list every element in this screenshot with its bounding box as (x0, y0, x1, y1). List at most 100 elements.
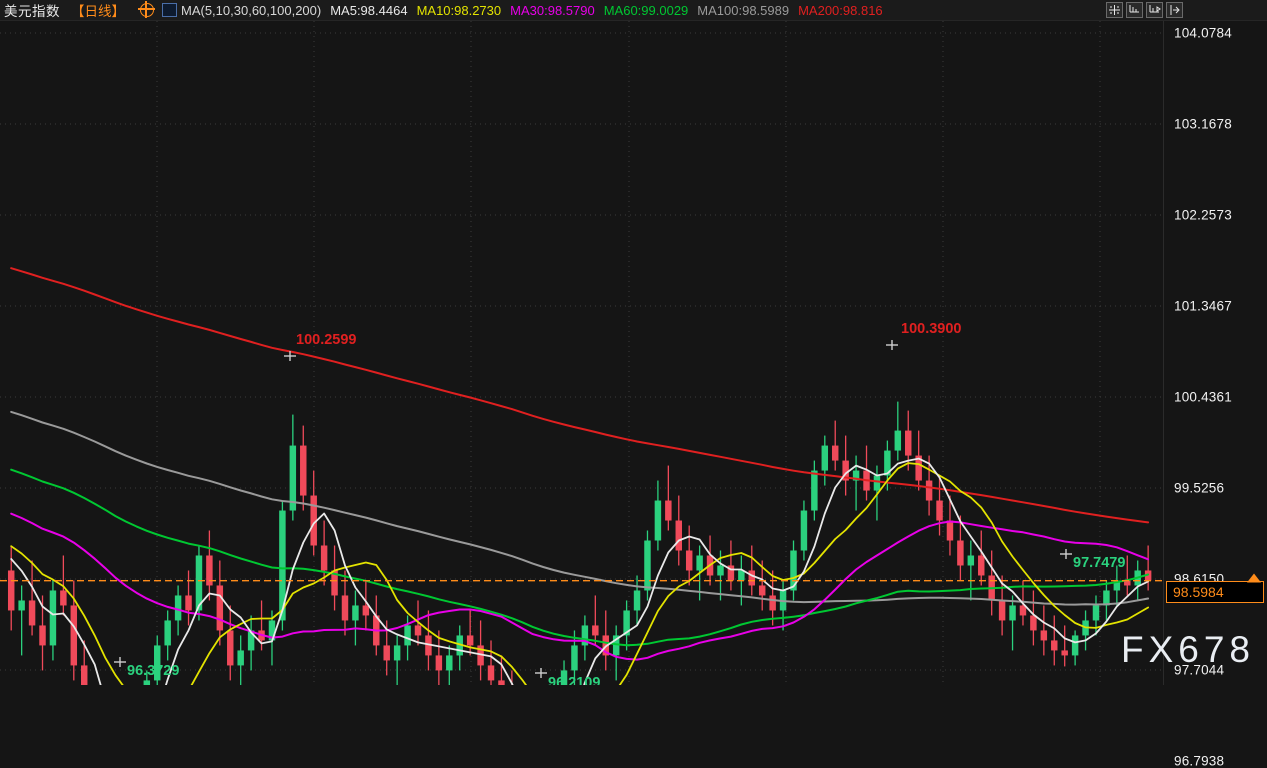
candle-body (873, 475, 881, 491)
candle-body (1019, 605, 1027, 616)
shift-right-tool-button[interactable] (1166, 2, 1183, 18)
candle-body (341, 595, 349, 621)
candle-body (7, 570, 15, 611)
candle-body (790, 550, 797, 591)
candle-body (60, 590, 67, 606)
candle-body (18, 600, 25, 611)
candle-body (498, 680, 505, 685)
low-annotation-3: 97.7479 (1073, 555, 1125, 571)
align-right-tool-button[interactable] (1146, 2, 1163, 18)
candle-body (675, 520, 683, 551)
candle-body (560, 670, 568, 685)
candle-body (216, 585, 224, 631)
candle-body (39, 625, 46, 646)
candle-body (894, 430, 902, 451)
candle-body (1071, 635, 1079, 656)
candle-body (1040, 630, 1048, 641)
candle-body (154, 645, 161, 681)
candle-body (1061, 650, 1068, 656)
candle-body (717, 565, 724, 576)
candle-body (946, 520, 954, 541)
ma5-value: MA5:98.4464 (330, 2, 408, 18)
candle-body (654, 500, 662, 541)
candle-body (696, 555, 703, 571)
candle-body (998, 600, 1006, 621)
price-tick-1: 103.1678 (1174, 116, 1232, 132)
candle-body (915, 455, 922, 481)
candle-body (831, 445, 839, 461)
candle-body (936, 500, 943, 521)
chart-plot-area[interactable]: 100.2599 100.3900 96.3729 96.2109 97.7479 (0, 21, 1163, 685)
candle-body (477, 645, 484, 666)
candle-body (592, 625, 599, 636)
candle-body (247, 630, 255, 651)
align-left-tool-button[interactable] (1126, 2, 1143, 18)
candle-body (758, 585, 766, 596)
period-label: 【日线】 (71, 4, 125, 19)
candle-body (1051, 640, 1058, 651)
crosshair-tool-button[interactable] (1106, 2, 1123, 18)
up-arrow-icon (1247, 573, 1261, 583)
ma30-line (10, 512, 1150, 661)
candle-body (28, 600, 36, 626)
candle-body (1113, 580, 1121, 591)
ma60-line (10, 468, 1150, 647)
candle-body (393, 645, 401, 661)
mini-chart-icon[interactable] (162, 3, 177, 17)
price-tick-2: 102.2573 (1174, 207, 1232, 223)
candle-body (612, 635, 620, 656)
price-tick-8: 96.7938 (1174, 753, 1225, 768)
price-tick-5: 99.5256 (1174, 480, 1225, 496)
candle-body (237, 650, 244, 666)
ma100-line (10, 410, 1150, 606)
ma100-value: MA100:98.5989 (697, 2, 790, 18)
candle-body (404, 625, 411, 646)
candle-body (80, 665, 88, 685)
candle-body (925, 480, 933, 501)
price-tick-7: 97.7044 (1174, 662, 1225, 678)
price-tick-3: 101.3467 (1174, 298, 1232, 314)
candle-body (685, 550, 693, 571)
candle-body (174, 595, 182, 621)
candle-body (644, 540, 651, 591)
candle-body (623, 610, 630, 636)
candle-body (206, 555, 213, 586)
ma10-value: MA10:98.2730 (416, 2, 502, 18)
candle-body (185, 595, 192, 611)
high-annotation-2: 100.3900 (901, 321, 961, 337)
candle-body (842, 460, 849, 481)
candle-body (383, 645, 390, 661)
candle-body (1103, 590, 1110, 606)
candlestick-svg: 100.2599 100.3900 96.3729 96.2109 97.7479 (0, 21, 1163, 685)
candle-body (289, 445, 297, 511)
candle-body (1092, 605, 1100, 621)
candle-body (800, 510, 808, 551)
candle-body (362, 605, 370, 616)
candle-body (957, 540, 964, 566)
symbol-name: 美元指数 (4, 4, 60, 19)
last-price-badge[interactable]: 98.5984 (1166, 580, 1264, 603)
low-annotation-1: 96.3729 (127, 663, 179, 679)
candle-body (633, 590, 641, 611)
candle-body (905, 430, 912, 456)
price-tick-4: 100.4361 (1174, 389, 1232, 405)
candle-body (748, 570, 756, 586)
candle-body (738, 570, 745, 581)
candle-body (581, 625, 589, 646)
crosshair-circle-icon[interactable] (138, 1, 155, 18)
candle-series (7, 401, 1152, 685)
candle-body (1030, 615, 1037, 631)
ma5-line (10, 457, 1149, 685)
candle-body (331, 570, 338, 596)
ma200-line (10, 267, 1150, 524)
chart-toolbar (1106, 2, 1183, 18)
candle-body (352, 605, 359, 621)
candle-body (164, 620, 171, 646)
candle-body (279, 510, 286, 621)
price-tick-0: 104.0784 (1174, 25, 1232, 41)
price-axis[interactable]: 104.0784 103.1678 102.2573 101.3467 100.4361… (1163, 21, 1267, 768)
candle-body (665, 500, 672, 521)
candle-body (49, 590, 57, 646)
candle-body (769, 595, 776, 611)
